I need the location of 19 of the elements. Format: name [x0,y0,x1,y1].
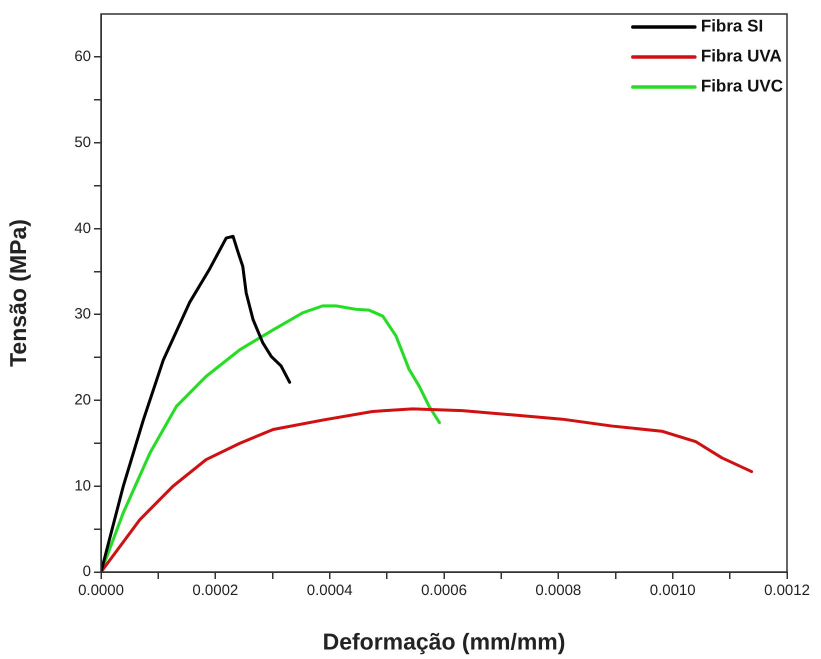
x-tick-label: 0.0010 [650,582,696,600]
x-tick-label: 0.0000 [78,582,124,600]
y-tick-label: 20 [74,391,91,408]
x-tick-label: 0.0008 [535,582,582,600]
y-axis-title: Tensão (MPa) [5,219,32,367]
x-tick-label: 0.0004 [306,582,353,600]
legend-label: Fibra UVC [700,76,784,96]
y-tick-label: 50 [74,134,91,151]
y-tick-label: 40 [74,220,91,237]
legend-label: Fibra UVA [700,46,782,66]
legend-label: Fibra SI [700,16,764,36]
x-tick-label: 0.0006 [421,582,467,600]
y-tick-label: 10 [74,477,91,494]
y-tick-label: 30 [74,306,91,323]
y-tick-label: 60 [74,48,91,66]
x-tick-label: 0.0012 [764,582,810,600]
x-axis-title: Deformação (mm/mm) [322,628,566,655]
y-tick-label: 0 [82,563,91,580]
x-tick-label: 0.0002 [192,582,238,600]
